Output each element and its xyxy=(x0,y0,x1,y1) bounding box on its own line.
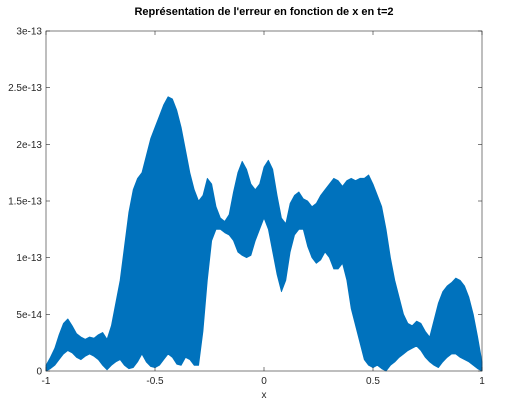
y-tick-label: 0 xyxy=(36,367,42,378)
x-tick-label: 1 xyxy=(479,376,485,387)
y-tick-label: 1e-13 xyxy=(16,253,42,264)
y-tick-label: 1.5e-13 xyxy=(8,197,42,208)
chart-title: Représentation de l'erreur en fonction d… xyxy=(134,6,393,18)
x-axis-title: x xyxy=(262,390,267,401)
y-tick-label: 5e-14 xyxy=(16,310,42,321)
x-tick-label: 0 xyxy=(261,376,267,387)
x-axis: -1 -0.5 0 0.5 1 xyxy=(42,31,485,387)
x-tick-label: -0.5 xyxy=(146,376,164,387)
x-tick-label: -1 xyxy=(42,376,51,387)
y-tick-label: 2e-13 xyxy=(16,140,42,151)
y-tick-label: 3e-13 xyxy=(16,27,42,38)
y-tick-label: 2.5e-13 xyxy=(8,83,42,94)
x-tick-label: 0.5 xyxy=(366,376,380,387)
y-axis: 0 5e-14 1e-13 1.5e-13 2e-13 2.5e-13 3e-13 xyxy=(8,27,482,378)
